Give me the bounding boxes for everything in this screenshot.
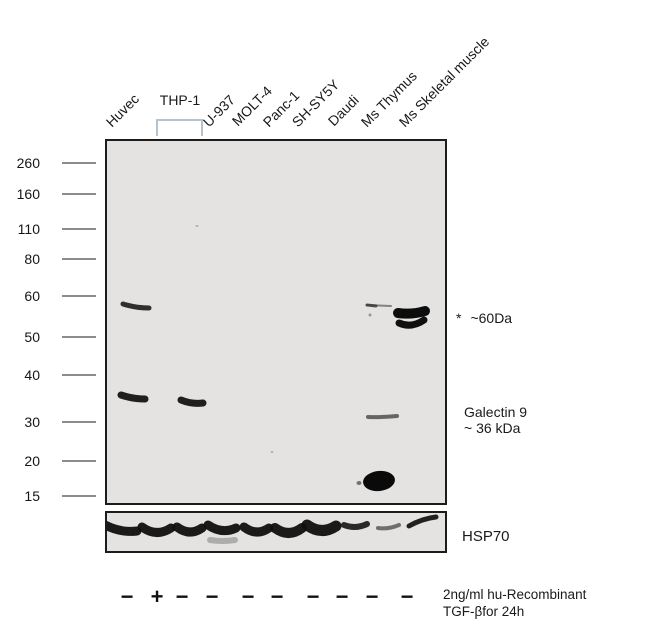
hsp70-band-u937-shadow	[207, 537, 238, 544]
mw-tick-40	[62, 374, 96, 376]
loading-control-panel	[105, 511, 447, 553]
loading-control-bands-svg	[107, 514, 439, 544]
hsp70-band-ms-skeletal-muscle	[406, 514, 439, 529]
ms-thymus-16kda-dot	[356, 481, 362, 485]
mw-label-260: 260	[16, 155, 40, 171]
hsp70-band-huvec	[107, 520, 142, 536]
lane-label-thp-1: THP-1	[159, 92, 201, 108]
mw-tick-50	[62, 336, 96, 338]
mw-label-60: 60	[24, 288, 40, 304]
annotation-60kda-label: ~60Da	[470, 310, 513, 326]
mw-label-30: 30	[24, 414, 40, 430]
treatment-sign-8: −	[335, 584, 349, 609]
annotation-galectin9-line1: Galectin 9	[464, 404, 528, 420]
hsp70-band-ms-thymus	[376, 523, 401, 531]
treatment-sign-9: −	[365, 584, 379, 609]
treatment-label-line1: 2ng/ml hu-Recombinant	[443, 587, 587, 602]
huvec-57kda-band	[120, 301, 152, 311]
annotation-galectin9: Galectin 9 ~ 36 kDa	[464, 404, 527, 436]
mw-tick-15	[62, 495, 96, 497]
mw-tick-80	[62, 258, 96, 260]
ms-thymus-31kda-band	[366, 414, 399, 420]
thp1-bracket-top	[156, 119, 203, 121]
hsp70-band-thp1-b	[172, 522, 207, 537]
treatment-label-line2: TGF-βfor 24h	[443, 604, 525, 619]
mw-label-50: 50	[24, 329, 40, 345]
hsp70-band-panc1	[270, 523, 307, 538]
treatment-sign-3: −	[175, 584, 189, 609]
hsp70-band-thp1-a	[137, 522, 176, 537]
mw-tick-160	[62, 193, 96, 195]
ms-skeletal-60kda-band-upper	[393, 306, 430, 319]
ms-thymus-57kda-band-dark-left	[365, 303, 378, 308]
mw-tick-20	[62, 460, 96, 462]
asterisk-marker: *	[456, 310, 462, 326]
hsp70-band-daudi	[341, 521, 370, 530]
mw-tick-110	[62, 228, 96, 230]
mw-label-110: 110	[17, 221, 40, 237]
hsp70-band-sh-sy5y	[301, 519, 342, 536]
treatment-sign-10: −	[400, 584, 414, 609]
ms-thymus-16kda-band	[363, 470, 395, 492]
annotation-60kda: * ~60Da	[456, 310, 512, 326]
treatment-sign-1: −	[120, 584, 134, 609]
background-speck-1	[195, 225, 199, 227]
treatment-sign-4: −	[205, 584, 219, 609]
thp1-bracket-left-leg	[156, 119, 158, 136]
ms-skeletal-60kda-band-lower	[395, 316, 428, 329]
mw-tick-60	[62, 295, 96, 297]
mw-label-160: 160	[16, 186, 40, 202]
lane-label-huvec: Huvec	[102, 90, 143, 130]
thp1-bracket-right-leg	[201, 119, 203, 136]
background-speck-2	[270, 451, 274, 453]
mw-label-20: 20	[24, 453, 40, 469]
hsp70-band-u937	[203, 520, 241, 536]
hsp70-band-molt4	[239, 522, 274, 537]
mw-tick-260	[62, 162, 96, 164]
treatment-sign-6: −	[270, 584, 284, 609]
main-blot-bands-svg	[117, 225, 430, 492]
treatment-label: 2ng/ml hu-Recombinant TGF-βfor 24h	[443, 586, 586, 620]
annotation-galectin9-line2: ~ 36 kDa	[464, 420, 521, 436]
ms-thymus-57kda-dot	[368, 313, 372, 317]
mw-label-15: 15	[24, 488, 40, 504]
annotation-hsp70: HSP70	[462, 528, 510, 545]
mw-label-40: 40	[24, 367, 40, 383]
lane-label-u-937: U-937	[199, 91, 238, 130]
mw-label-80: 80	[24, 251, 40, 267]
treatment-sign-2: +	[150, 584, 164, 609]
treatment-sign-5: −	[241, 584, 255, 609]
mw-tick-30	[62, 421, 96, 423]
treatment-sign-7: −	[306, 584, 320, 609]
thp1-galectin9-35kda-band	[177, 396, 207, 407]
huvec-galectin9-36kda-band	[117, 391, 149, 403]
main-blot-panel	[105, 139, 447, 505]
